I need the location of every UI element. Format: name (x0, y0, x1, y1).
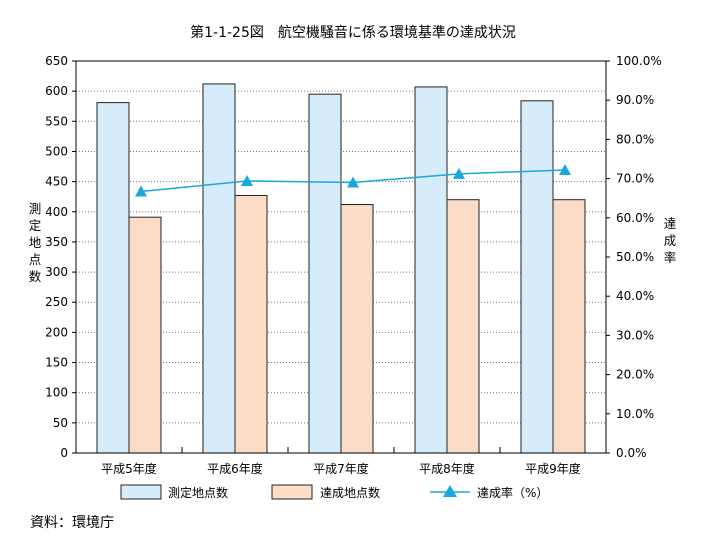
rate-marker (241, 174, 253, 186)
y-tick-label: 350 (45, 235, 68, 249)
x-tick-label: 平成9年度 (525, 461, 581, 476)
y-tick-label: 300 (45, 265, 68, 279)
x-tick-label: 平成7年度 (313, 461, 369, 476)
y-tick-label: 250 (45, 295, 68, 309)
y2-tick-label: 40.0% (616, 289, 654, 303)
legend-swatch-achieved (271, 484, 313, 500)
y2-tick-label: 20.0% (616, 368, 654, 382)
y-tick-label: 100 (45, 386, 68, 400)
bar-achieved (446, 199, 480, 454)
legend-swatch-rate-marker (443, 485, 457, 497)
y-tick-label: 200 (45, 325, 68, 339)
x-tick-label: 平成5年度 (101, 461, 157, 476)
rate-marker (347, 176, 359, 188)
bar-achieved (552, 199, 586, 454)
bar-measured (202, 83, 236, 454)
y2-axis-label: 達成率 (663, 216, 677, 265)
legend-label-measured: 測定地点数 (168, 485, 228, 500)
bar-measured (520, 100, 554, 454)
y-tick-label: 0 (60, 446, 68, 460)
y2-tick-label: 100.0% (616, 54, 662, 68)
y2-tick-label: 0.0% (616, 446, 647, 460)
y-tick-label: 600 (45, 84, 68, 98)
bar-achieved (128, 216, 162, 454)
rate-marker (559, 163, 571, 175)
x-tick-label: 平成6年度 (207, 461, 263, 476)
y2-tick-label: 80.0% (616, 132, 654, 146)
y-tick-label: 500 (45, 144, 68, 158)
source-note: 資料：環境庁 (30, 515, 114, 531)
bar-achieved (340, 204, 374, 454)
y-tick-label: 550 (45, 114, 68, 128)
bar-measured (308, 93, 342, 454)
x-tick-label: 平成8年度 (419, 461, 475, 476)
bar-achieved (234, 194, 268, 454)
legend-swatch-measured (120, 484, 162, 500)
bar-measured (414, 86, 448, 454)
y2-tick-label: 90.0% (616, 93, 654, 107)
y2-tick-label: 10.0% (616, 407, 654, 421)
y2-tick-label: 60.0% (616, 211, 654, 225)
chart-title: 第1-1-25図 航空機騒音に係る環境基準の達成状況 (190, 25, 516, 41)
y2-tick-label: 50.0% (616, 250, 654, 264)
y-tick-label: 400 (45, 205, 68, 219)
legend-label-achieved: 達成地点数 (320, 485, 380, 500)
y2-tick-label: 70.0% (616, 172, 654, 186)
rate-marker (135, 185, 147, 197)
y-tick-label: 650 (45, 54, 68, 68)
y-axis-label: 測定地点数 (28, 201, 42, 284)
y-tick-label: 150 (45, 356, 68, 370)
y2-tick-label: 30.0% (616, 328, 654, 342)
legend-label-rate: 達成率（%） (477, 485, 548, 500)
rate-marker (453, 167, 465, 179)
y-tick-label: 450 (45, 175, 68, 189)
y-tick-label: 50 (53, 416, 68, 430)
bar-measured (96, 102, 130, 454)
